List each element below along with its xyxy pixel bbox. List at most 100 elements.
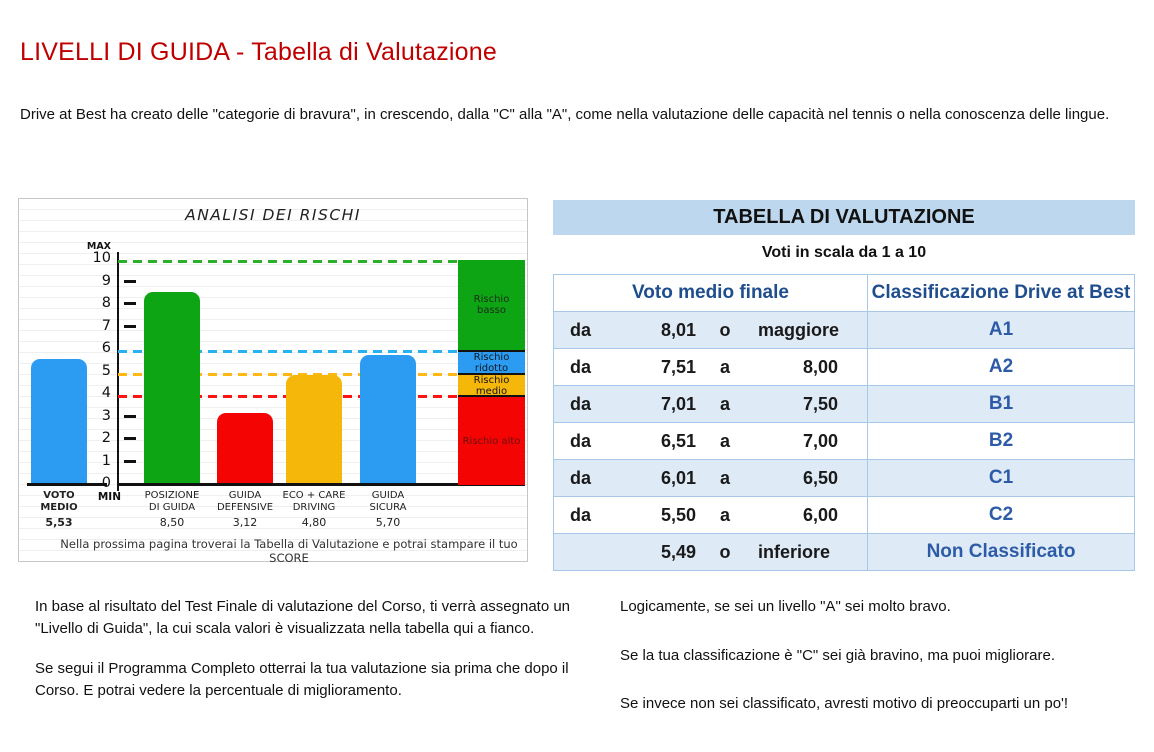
voto-baseline <box>27 483 107 486</box>
y-tick-0: 0 <box>101 475 111 491</box>
threshold-line-5 <box>118 372 458 376</box>
bar-value-label-3: 4,80 <box>301 516 327 529</box>
axis-min-label: MIN <box>97 491 121 503</box>
range-connector: a <box>719 356 730 377</box>
bar-category-label-3: ECO + CARE DRIVING <box>282 490 346 513</box>
y-tick-dash-8 <box>124 302 136 305</box>
score-range-cell: da 8,01 o maggiore <box>554 312 868 348</box>
y-tick-8: 8 <box>101 295 111 311</box>
range-connector: o <box>719 319 731 340</box>
y-tick-4: 4 <box>101 385 111 401</box>
risk-band-1: Rischio ridotto <box>458 350 525 375</box>
range-from-value: 8,01 <box>660 319 696 340</box>
range-connector: o <box>719 541 731 562</box>
range-prefix: da <box>570 467 592 488</box>
classification-cell: A1 <box>988 319 1014 340</box>
y-axis-line <box>117 252 119 491</box>
score-range-cell: da 6,01 a 6,50 <box>554 460 868 496</box>
score-range-cell: da 6,51 a 7,00 <box>554 423 868 459</box>
range-to-value: 8,00 <box>802 356 838 377</box>
range-to-value: inferiore <box>758 541 831 562</box>
chart-footnote: Nella prossima pagina troverai la Tabell… <box>60 537 518 565</box>
y-tick-dash-1 <box>124 459 136 463</box>
range-connector: a <box>719 393 730 414</box>
threshold-line-6 <box>118 350 458 353</box>
bar-category-label-1: POSIZIONE DI GUIDA <box>144 490 200 513</box>
bar-value-label-0: 5,53 <box>45 516 73 529</box>
table-row: da 7,01 a 7,50 B1 <box>554 385 1134 422</box>
score-range-cell: da 5,50 a 6,00 <box>554 497 868 533</box>
y-tick-6: 6 <box>101 340 111 356</box>
notes-left-paragraph-1: In base al risultato del Test Finale di … <box>35 598 571 637</box>
classification-cell: C2 <box>988 504 1014 525</box>
column-header-classificazione: Classificazione Drive at Best <box>871 282 1131 303</box>
risk-analysis-chart-panel: ANALISI DEI RISCHI 0 1 2 3 4 5 6 7 8 9 10 MAX MIN VOT… <box>18 198 528 565</box>
y-tick-5: 5 <box>101 362 111 379</box>
range-prefix: da <box>570 393 592 414</box>
table-row: da 5,50 a 6,00 C2 <box>554 496 1134 533</box>
threshold-line-10 <box>118 260 458 263</box>
bar-2 <box>217 412 273 483</box>
notes-right-paragraph-1: Logicamente, se sei un livello "A" sei m… <box>620 598 951 615</box>
page-title: LIVELLI DI GUIDA - Tabella di Valutazion… <box>20 38 497 66</box>
range-to-value: 6,00 <box>802 504 838 525</box>
chart-plot-area: 0 1 2 3 4 5 6 7 8 9 10 MAX MIN VOTO MEDIO 5,53 POSIZION… <box>19 199 527 561</box>
y-tick-dash-3 <box>124 414 136 418</box>
range-to-value: 6,50 <box>802 467 838 488</box>
table-row: da 6,01 a 6,50 C1 <box>554 459 1134 496</box>
x-axis-baseline <box>117 483 525 486</box>
range-from-value: 5,49 <box>660 541 696 562</box>
column-header-voto-medio: Voto medio finale <box>554 275 868 311</box>
y-tick-3: 3 <box>101 407 111 424</box>
bar-value-label-1: 8,50 <box>159 516 185 529</box>
bar-category-label-4: GUIDA SICURA <box>369 490 407 513</box>
table-row: da 8,01 o maggiore A1 <box>554 311 1134 348</box>
range-from-value: 6,51 <box>660 430 696 451</box>
table-row: da 7,51 a 8,00 A2 <box>554 348 1134 385</box>
bar-3 <box>286 375 342 483</box>
classification-cell: C1 <box>988 467 1014 488</box>
table-header-row: Voto medio finale Classificazione Drive a… <box>554 275 1134 311</box>
bar-0 <box>31 358 87 483</box>
chart-title: ANALISI DEI RISCHI <box>185 206 361 224</box>
notes-right-paragraph-2: Se la tua classificazione è "C" sei già … <box>620 646 1056 664</box>
y-tick-dash-7 <box>124 324 136 328</box>
range-from-value: 5,50 <box>660 504 696 525</box>
classification-cell: B1 <box>988 393 1014 414</box>
range-prefix: da <box>570 356 592 377</box>
risk-band-0: Rischio basso <box>458 260 525 350</box>
y-tick-dash-9 <box>124 279 136 283</box>
evaluation-table-section: TABELLA DI VALUTAZIONE Voti in scala da … <box>553 200 1135 571</box>
y-tick-10: 10 <box>92 250 111 266</box>
y-tick-7: 7 <box>101 317 111 334</box>
notes-left-paragraph-2: Se segui il Programma Completo otterrai … <box>35 660 569 699</box>
y-tick-2: 2 <box>101 430 111 446</box>
classification-cell: A2 <box>988 356 1014 377</box>
score-range-cell: da 7,51 a 8,00 <box>554 349 868 385</box>
intro-text: Drive at Best ha creato delle "categorie… <box>20 106 1110 123</box>
range-prefix: da <box>570 504 592 525</box>
risk-band-2: Rischio medio <box>458 372 525 397</box>
notes-left-column: In base al risultato del Test Finale di … <box>35 596 580 720</box>
notes-right-paragraph-3: Se invece non sei classificato, avresti … <box>620 695 1069 712</box>
range-to-value: 7,50 <box>802 393 838 414</box>
bar-value-label-2: 3,12 <box>232 516 258 529</box>
range-connector: a <box>719 504 730 525</box>
score-range-cell: 5,49 o inferiore <box>554 534 868 570</box>
evaluation-table: Voto medio finale Classificazione Drive a… <box>553 274 1135 571</box>
evaluation-table-title: TABELLA DI VALUTAZIONE <box>553 200 1135 235</box>
range-prefix: da <box>570 319 592 340</box>
axis-max-label: MAX <box>86 241 111 252</box>
y-tick-dash-2 <box>124 437 136 440</box>
bar-category-label-2: GUIDA DEFENSIVE <box>216 490 274 513</box>
notes-right-column: Logicamente, se sei un livello "A" sei m… <box>620 596 1140 742</box>
classification-cell: B2 <box>988 430 1014 451</box>
bar-1 <box>144 291 200 483</box>
range-to-value: 7,00 <box>802 430 838 451</box>
bar-category-label-0: VOTO MEDIO <box>40 490 78 513</box>
range-connector: a <box>719 430 730 451</box>
risk-band-3: Rischio alto <box>458 395 525 485</box>
classification-cell: Non Classificato <box>926 541 1076 562</box>
evaluation-table-subtitle: Voti in scala da 1 a 10 <box>761 244 927 261</box>
